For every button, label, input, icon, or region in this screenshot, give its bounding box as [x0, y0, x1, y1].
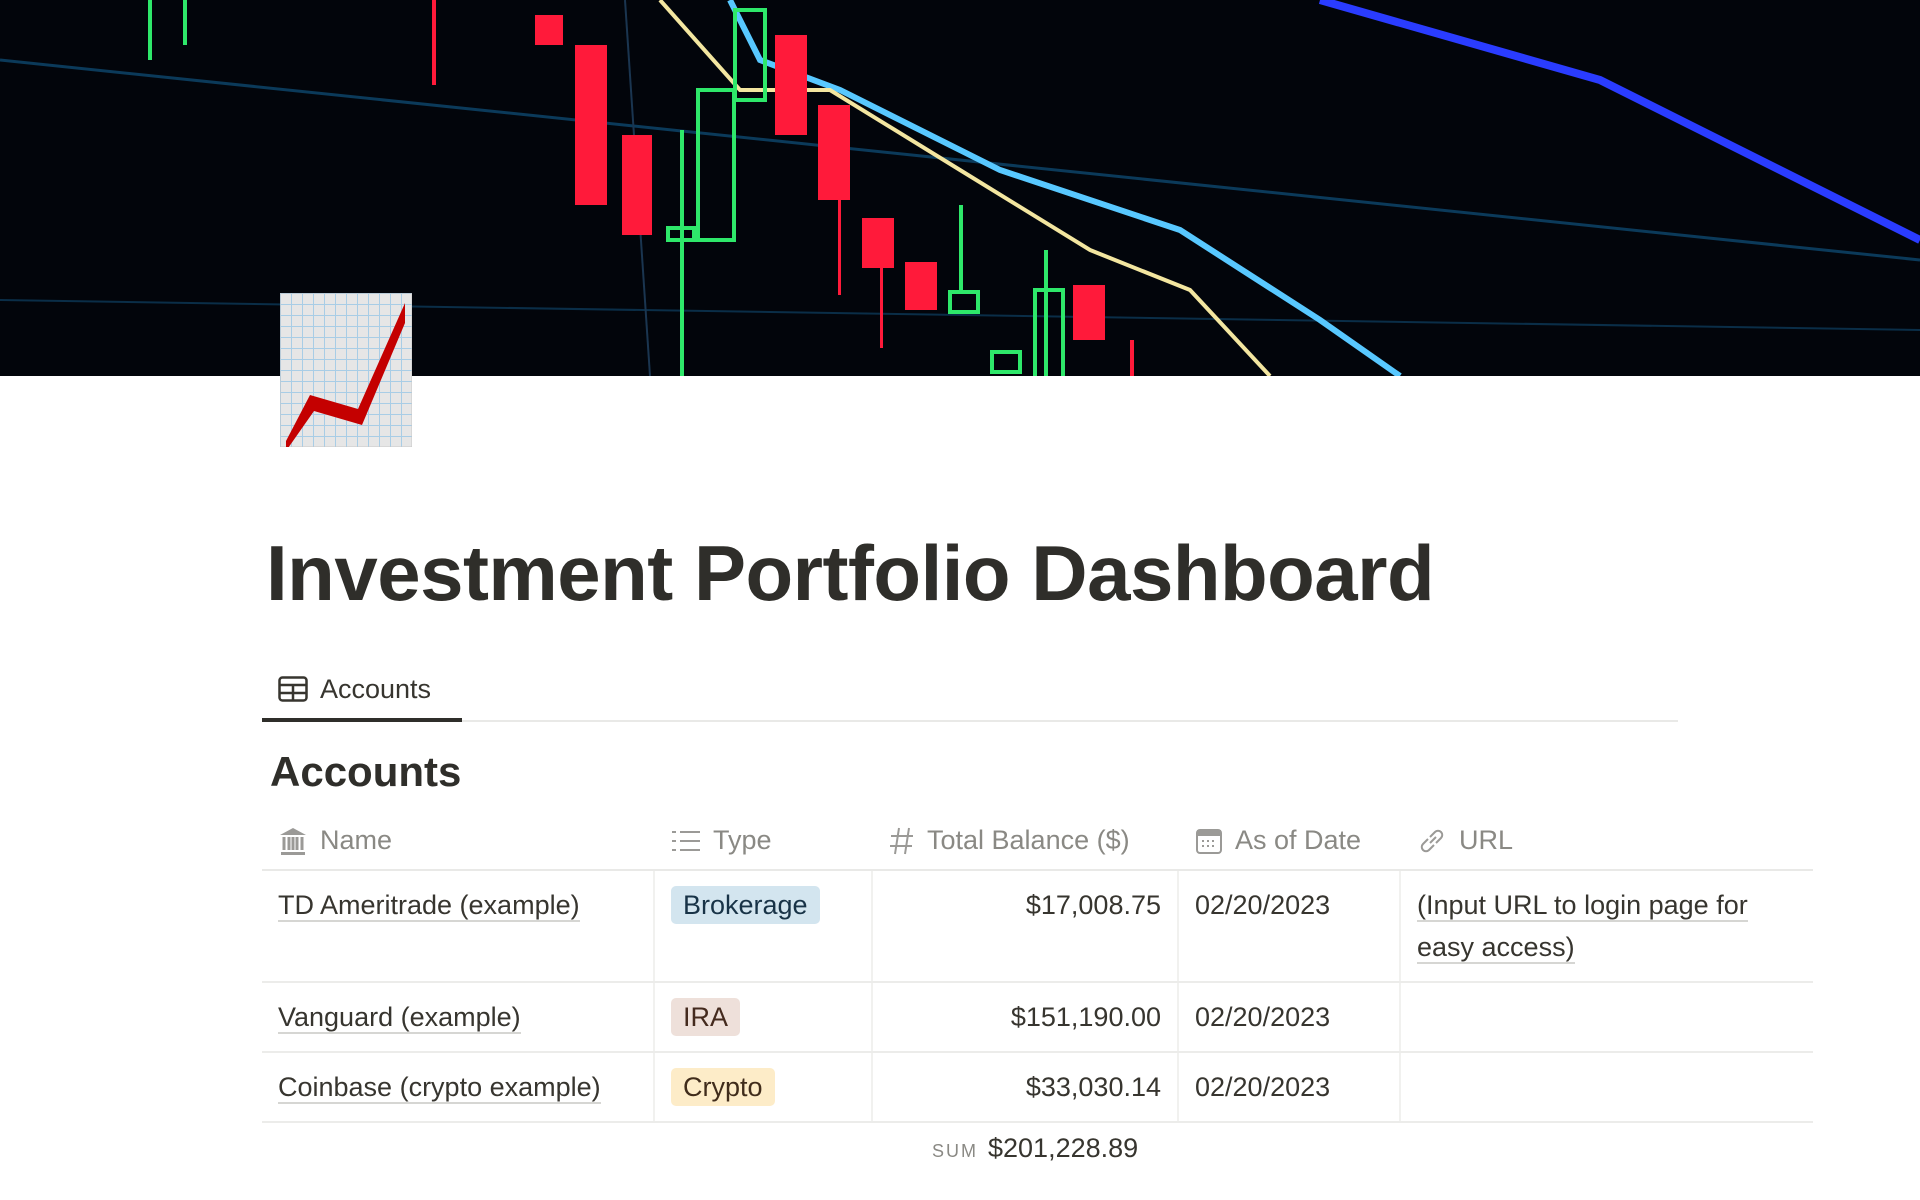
url-link[interactable]: (Input URL to login page for easy access…	[1417, 890, 1748, 964]
sum-value: $201,228.89	[988, 1133, 1139, 1163]
total-balance: $17,008.75	[873, 871, 1179, 981]
database-title[interactable]: Accounts	[270, 748, 462, 795]
table-icon	[278, 676, 308, 702]
account-name[interactable]: Coinbase (crypto example)	[278, 1072, 601, 1104]
page-icon-chart-increasing[interactable]	[279, 292, 413, 451]
column-header-total-balance[interactable]: Total Balance ($)	[873, 825, 1179, 856]
calendar-icon	[1196, 828, 1222, 854]
url-cell[interactable]	[1401, 1053, 1813, 1121]
type-tag: Brokerage	[671, 886, 820, 924]
as-of-date: 02/20/2023	[1179, 983, 1401, 1051]
view-tabs: Accounts	[262, 660, 1678, 722]
tab-accounts[interactable]: Accounts	[262, 660, 462, 722]
table-header: Name Type Total Balance ($) As of Date U…	[262, 812, 1813, 871]
link-icon	[1420, 829, 1444, 852]
list-icon	[672, 830, 700, 851]
bank-icon	[280, 827, 306, 855]
page-title[interactable]: Investment Portfolio Dashboard	[266, 529, 1435, 617]
type-tag: Crypto	[671, 1068, 775, 1106]
url-cell[interactable]	[1401, 983, 1813, 1051]
accounts-table: Name Type Total Balance ($) As of Date U…	[262, 812, 1813, 1164]
column-header-name[interactable]: Name	[262, 825, 655, 856]
as-of-date: 02/20/2023	[1179, 871, 1401, 981]
total-balance: $151,190.00	[873, 983, 1179, 1051]
table-row[interactable]: Vanguard (example) IRA $151,190.00 02/20…	[262, 983, 1813, 1053]
type-tag: IRA	[671, 998, 741, 1036]
sum-label: SUM	[932, 1141, 978, 1161]
hash-icon	[890, 827, 913, 854]
tab-label: Accounts	[320, 673, 432, 704]
account-name[interactable]: Vanguard (example)	[278, 1002, 521, 1034]
table-row[interactable]: Coinbase (crypto example) Crypto $33,030…	[262, 1053, 1813, 1123]
column-header-type[interactable]: Type	[655, 825, 873, 856]
as-of-date: 02/20/2023	[1179, 1053, 1401, 1121]
balance-sum[interactable]: SUM $201,228.89	[932, 1133, 1813, 1164]
column-header-url[interactable]: URL	[1401, 825, 1813, 856]
total-balance: $33,030.14	[873, 1053, 1179, 1121]
column-header-as-of-date[interactable]: As of Date	[1179, 825, 1401, 856]
account-name[interactable]: TD Ameritrade (example)	[278, 890, 580, 922]
table-row[interactable]: TD Ameritrade (example) Brokerage $17,00…	[262, 871, 1813, 983]
